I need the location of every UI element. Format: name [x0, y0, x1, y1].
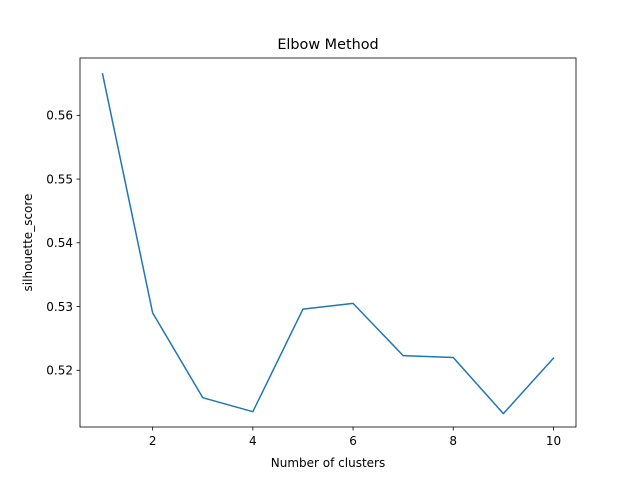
x-tick-label: 10 — [546, 434, 561, 448]
y-tick-label: 0.54 — [46, 236, 73, 250]
x-tick-label: 8 — [449, 434, 457, 448]
x-tick-label: 4 — [249, 434, 257, 448]
chart-title: Elbow Method — [277, 37, 378, 53]
y-tick-label: 0.55 — [46, 172, 73, 186]
y-tick-label: 0.52 — [46, 364, 73, 378]
x-tick-label: 2 — [149, 434, 157, 448]
y-axis: 0.52 0.53 0.54 0.55 0.56 — [46, 109, 80, 378]
x-axis: 2 4 6 8 10 — [149, 427, 561, 448]
x-tick-label: 6 — [349, 434, 357, 448]
y-tick-label: 0.56 — [46, 109, 73, 123]
y-axis-label: silhouette_score — [21, 194, 35, 292]
series-line-0 — [101, 73, 555, 415]
plot-area — [101, 73, 555, 415]
y-tick-label: 0.53 — [46, 300, 73, 314]
x-axis-label: Number of clusters — [271, 456, 385, 470]
